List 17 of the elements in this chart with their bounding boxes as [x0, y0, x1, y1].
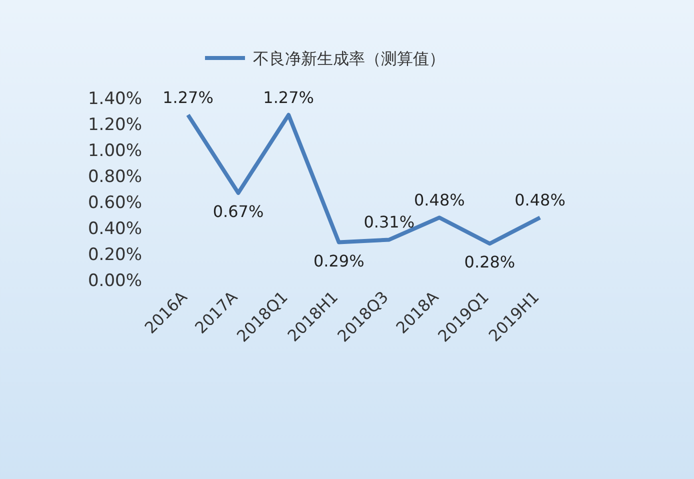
- y-tick-label: 0.40%: [88, 219, 142, 239]
- y-tick-label: 1.00%: [88, 141, 142, 161]
- y-tick-label: 1.40%: [88, 89, 142, 109]
- data-label: 0.29%: [313, 251, 364, 270]
- data-label: 0.48%: [514, 190, 566, 210]
- y-tick-label: 0.80%: [88, 167, 142, 187]
- data-label: 0.31%: [364, 212, 415, 232]
- data-label: 1.27%: [162, 88, 214, 107]
- y-tick-label: 1.20%: [88, 115, 142, 135]
- legend-label: 不良净新生成率（测算值）: [253, 49, 445, 68]
- y-tick-label: 0.60%: [88, 193, 142, 213]
- data-label: 1.27%: [263, 88, 314, 107]
- data-label: 0.48%: [414, 190, 465, 210]
- data-label: 0.28%: [464, 252, 516, 272]
- y-tick-label: 0.20%: [88, 245, 142, 265]
- y-tick-label: 0.00%: [88, 271, 142, 291]
- data-label: 0.67%: [212, 202, 264, 221]
